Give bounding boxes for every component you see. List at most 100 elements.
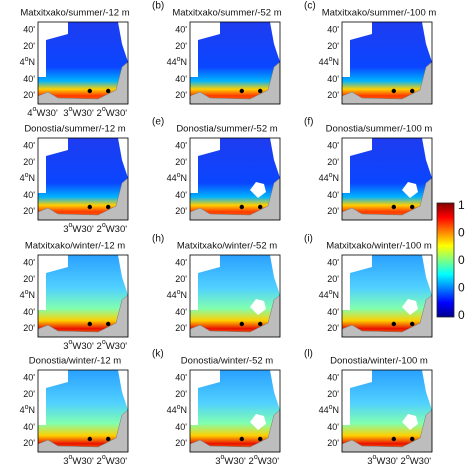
y-tick-label: 20'	[23, 274, 35, 284]
degree: 3	[215, 456, 220, 467]
panel-title: Donostia/winter/-52 m	[181, 356, 273, 367]
degree-sign: o	[329, 289, 333, 296]
degree-sign: o	[329, 404, 333, 411]
y-tick-label: 40'	[175, 190, 187, 200]
y-tick-label: 20'	[23, 389, 35, 399]
colorbar	[436, 202, 455, 318]
hemisphere: W30'	[72, 456, 94, 467]
y-tick-label: 20'	[175, 438, 187, 448]
degree-sign: o	[177, 172, 181, 179]
degree-sign: o	[373, 454, 377, 461]
y-tick-label: 40'	[327, 74, 339, 84]
map-frame	[189, 369, 281, 453]
station	[410, 321, 415, 327]
y-tick-label: 40'	[23, 373, 35, 383]
hemisphere: W30'	[72, 341, 94, 352]
degree: 2	[97, 456, 102, 467]
station	[106, 204, 111, 210]
degree: 4	[20, 57, 25, 67]
hemisphere: N	[29, 173, 36, 183]
degree: 44	[167, 57, 177, 67]
station	[258, 88, 263, 94]
degree: 44	[167, 290, 177, 300]
map-mask	[38, 22, 128, 77]
degree: 2	[97, 224, 102, 235]
y-tick-label: 4oN	[20, 56, 35, 68]
station	[87, 88, 93, 94]
x-tick-label: 3oW30'	[63, 454, 94, 467]
hemisphere: W30'	[106, 341, 128, 352]
panel-title: Matxitxako/winter/-52 m	[177, 241, 277, 252]
degree: 3	[63, 456, 68, 467]
degree: 2	[401, 456, 406, 467]
y-tick-label: 20'	[327, 323, 339, 333]
x-tick-label: 4oW30'	[27, 106, 58, 119]
hemisphere: N	[333, 57, 340, 67]
panel-letter: (i)	[304, 234, 313, 245]
station	[106, 88, 111, 94]
hemisphere: W30'	[72, 108, 94, 119]
degree: 44	[319, 405, 329, 415]
station	[410, 436, 415, 442]
degree: 2	[97, 108, 102, 119]
degree: 44	[319, 290, 329, 300]
blank-patch	[402, 182, 418, 198]
map-frame	[341, 21, 433, 105]
map-mask	[342, 22, 432, 77]
y-tick-label: 20'	[175, 323, 187, 333]
x-tick-label: 2oW30'	[97, 106, 128, 119]
degree: 4	[27, 108, 32, 119]
panel-title: Donostia/winter/-100 m	[330, 356, 428, 367]
degree-sign: o	[69, 454, 73, 461]
x-tick-label: 3oW30'	[367, 454, 398, 467]
x-tick-label: 2oW30'	[401, 454, 432, 467]
panel-title: Matxitxako/summer/-12 m	[20, 8, 129, 19]
y-tick-label: 20'	[327, 41, 339, 51]
blank-patch	[402, 299, 418, 315]
degree-sign: o	[69, 106, 73, 113]
blank-patch	[250, 299, 266, 315]
degree-sign: o	[221, 454, 225, 461]
map-frame	[189, 21, 281, 105]
hemisphere: W30'	[106, 456, 128, 467]
y-tick-label: 40'	[327, 307, 339, 317]
station	[258, 321, 263, 327]
x-tick-label: 3oW30'	[63, 106, 94, 119]
y-tick-label: 40'	[23, 74, 35, 84]
y-tick-label: 20'	[327, 206, 339, 216]
map-mask	[190, 255, 280, 310]
station	[87, 436, 93, 442]
hemisphere: W30'	[106, 108, 128, 119]
panel-title: Matxitxako/winter/-12 m	[25, 241, 125, 252]
hemisphere: W30'	[224, 456, 246, 467]
panel-letter: (b)	[152, 1, 164, 12]
map-frame	[189, 137, 281, 221]
station	[87, 204, 93, 210]
y-tick-label: 4oN	[20, 404, 35, 416]
x-tick-label: 3oW30'	[63, 339, 94, 352]
colorbar-label: 0	[458, 281, 465, 295]
y-tick-label: 44oN	[167, 289, 187, 301]
colorbar-label: 0	[458, 226, 465, 240]
y-tick-label: 20'	[175, 90, 187, 100]
degree-sign: o	[69, 222, 73, 229]
y-tick-label: 40'	[327, 141, 339, 151]
panel-letter: (h)	[152, 234, 164, 245]
y-tick-label: 20'	[23, 206, 35, 216]
degree-sign: o	[25, 172, 29, 179]
y-tick-label: 20'	[175, 274, 187, 284]
hemisphere: N	[181, 290, 188, 300]
degree-sign: o	[254, 454, 258, 461]
colorbar-label: 0	[458, 253, 465, 267]
map-mask	[38, 138, 128, 193]
map-mask	[342, 370, 432, 425]
degree-sign: o	[329, 172, 333, 179]
y-tick-label: 20'	[175, 41, 187, 51]
station	[410, 88, 415, 94]
degree-sign: o	[25, 404, 29, 411]
y-tick-label: 20'	[23, 438, 35, 448]
hemisphere: W30'	[72, 224, 94, 235]
degree-sign: o	[102, 106, 106, 113]
panel-title: Matxitxako/summer/-100 m	[322, 8, 437, 19]
y-tick-label: 40'	[327, 373, 339, 383]
